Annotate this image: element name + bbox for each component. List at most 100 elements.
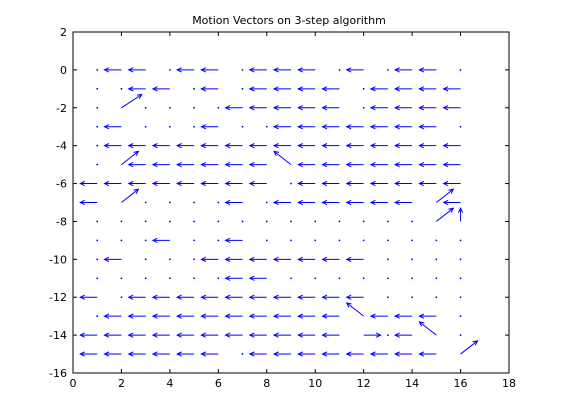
motion-vector-arrow — [321, 313, 340, 319]
motion-vector-arrow — [369, 86, 388, 92]
motion-vector-arrow — [248, 86, 267, 92]
motion-vector-arrow — [369, 143, 388, 149]
motion-vector-arrow — [121, 150, 140, 166]
motion-vector-arrow — [248, 313, 267, 319]
motion-vector-arrow — [248, 105, 267, 111]
motion-vector-arrow — [224, 332, 243, 338]
x-tick-label: 14 — [405, 377, 419, 390]
motion-vector-arrow — [460, 340, 479, 355]
zero-vector-dot — [144, 201, 147, 204]
motion-vector-arrow — [321, 124, 340, 130]
x-tick-label: 6 — [215, 377, 222, 390]
motion-vector-arrow — [297, 161, 316, 168]
zero-vector-dot — [435, 277, 438, 280]
zero-vector-dot — [411, 220, 414, 223]
motion-vector-arrow — [369, 351, 388, 357]
zero-vector-dot — [120, 220, 123, 223]
zero-vector-dot — [290, 239, 292, 242]
motion-vector-arrow — [103, 351, 122, 357]
motion-vector-arrow — [321, 105, 340, 111]
zero-vector-dot — [411, 258, 414, 261]
zero-vector-dot — [168, 201, 171, 204]
motion-vector-arrow — [394, 332, 413, 338]
motion-vector-arrow — [321, 351, 340, 357]
motion-vector-arrow — [103, 256, 122, 262]
zero-vector-dot — [96, 220, 99, 223]
zero-vector-dot — [386, 334, 389, 337]
motion-vector-arrow — [345, 302, 364, 317]
zero-vector-dot — [362, 220, 365, 223]
zero-vector-dot — [362, 239, 365, 242]
zero-vector-dot — [386, 258, 389, 261]
motion-vector-arrow — [297, 313, 316, 319]
zero-vector-dot — [217, 277, 220, 280]
zero-vector-dot — [338, 220, 341, 223]
motion-vector-arrow — [151, 180, 170, 187]
motion-vector-arrow — [127, 161, 146, 168]
motion-vector-arrow — [394, 143, 413, 149]
y-tick-label: -16 — [49, 367, 67, 380]
motion-vector-arrow — [248, 351, 267, 357]
motion-vector-arrow — [272, 199, 291, 206]
motion-vector-arrow — [418, 67, 437, 73]
motion-vector-arrow — [369, 199, 388, 206]
zero-vector-dot — [96, 277, 99, 280]
motion-vector-arrow — [127, 332, 146, 338]
zero-vector-dot — [144, 277, 147, 280]
motion-vector-arrow — [224, 294, 243, 300]
zero-vector-dot — [459, 315, 462, 318]
zero-vector-dot — [193, 239, 196, 242]
motion-vector-arrow — [248, 143, 267, 149]
zero-vector-dot — [144, 106, 147, 109]
motion-vector-arrow — [272, 124, 291, 130]
zero-vector-dot — [290, 277, 292, 280]
motion-vector-arrow — [394, 124, 413, 130]
motion-vector-arrow — [127, 143, 146, 149]
zero-vector-dot — [241, 353, 244, 355]
zero-vector-dot — [459, 296, 462, 299]
zero-vector-dot — [168, 220, 171, 223]
motion-vector-arrow — [436, 188, 455, 203]
zero-vector-dot — [241, 220, 244, 223]
motion-vector-arrow — [272, 294, 291, 300]
motion-vector-arrow — [176, 332, 195, 338]
zero-vector-dot — [290, 220, 292, 223]
y-tick-label: -14 — [49, 329, 67, 342]
motion-vector-arrow — [321, 199, 340, 206]
motion-vector-arrow — [224, 275, 243, 281]
zero-vector-dot — [459, 334, 462, 337]
motion-vector-arrow — [297, 199, 316, 206]
motion-vector-arrow — [442, 86, 461, 92]
motion-vector-arrow — [151, 332, 170, 338]
motion-vector-arrow — [369, 105, 388, 111]
x-tick-label: 0 — [70, 377, 77, 390]
motion-vector-arrow — [272, 67, 291, 73]
motion-vector-arrow — [200, 313, 219, 319]
zero-vector-dot — [459, 277, 462, 280]
motion-vector-arrow — [345, 143, 364, 149]
y-tick-label: 0 — [60, 64, 67, 77]
motion-vector-arrow — [394, 180, 413, 187]
zero-vector-dot — [168, 68, 171, 71]
motion-vector-arrow — [248, 294, 267, 300]
motion-vector-arrow — [273, 150, 292, 166]
motion-vector-arrow — [127, 351, 146, 357]
zero-vector-dot — [459, 239, 462, 242]
motion-vector-arrow — [272, 143, 291, 149]
motion-vector-arrow — [394, 199, 413, 206]
motion-vector-arrow — [436, 207, 455, 222]
zero-vector-dot — [290, 182, 292, 185]
motion-vector-arrow — [103, 313, 122, 319]
motion-vector-arrow — [176, 161, 195, 168]
motion-vector-arrow — [418, 351, 437, 357]
zero-vector-dot — [265, 220, 268, 223]
motion-vector-arrow — [151, 351, 170, 357]
y-tick-label: -2 — [56, 102, 67, 115]
motion-vector-arrow — [224, 256, 243, 262]
y-tick-label: -12 — [49, 291, 67, 304]
zero-vector-dot — [96, 125, 99, 128]
motion-vector-arrow — [248, 180, 267, 187]
